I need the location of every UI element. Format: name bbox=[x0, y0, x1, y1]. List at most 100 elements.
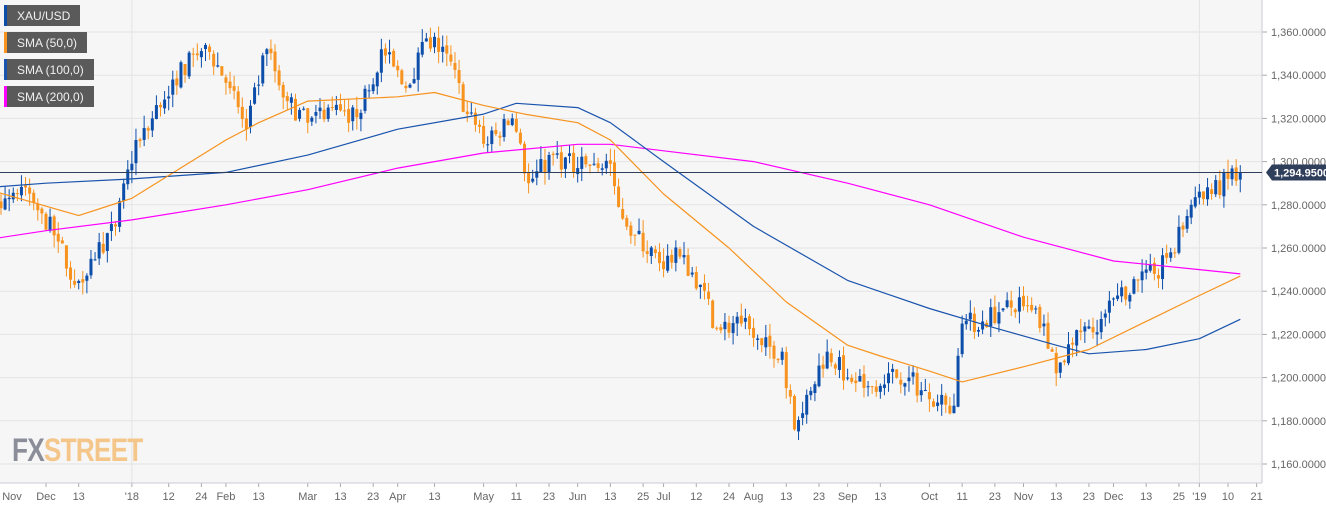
x-tick-label: Nov bbox=[2, 491, 22, 503]
candle-body bbox=[424, 38, 428, 42]
candle-body bbox=[28, 187, 32, 194]
candle-body bbox=[1222, 172, 1226, 197]
candle-body bbox=[764, 337, 768, 348]
candle-body bbox=[1181, 225, 1185, 230]
candle-body bbox=[592, 163, 596, 165]
candle-body bbox=[1050, 349, 1054, 352]
candle-body bbox=[1062, 360, 1066, 363]
candle-body bbox=[604, 160, 608, 169]
candle-body bbox=[829, 353, 833, 363]
candle-body bbox=[486, 144, 490, 146]
candle-body bbox=[899, 379, 903, 385]
candle-body bbox=[576, 168, 580, 175]
candle-body bbox=[1140, 271, 1144, 281]
candle-body bbox=[813, 384, 817, 394]
candle-body bbox=[625, 217, 629, 227]
candle-body bbox=[461, 84, 465, 112]
candle-body bbox=[882, 384, 886, 388]
x-tick-label: 21 bbox=[1250, 491, 1262, 503]
candle-body bbox=[1226, 171, 1230, 179]
candle-body bbox=[1005, 300, 1009, 307]
candle-body bbox=[911, 372, 915, 377]
y-tick-label: 1,260.0000 bbox=[1271, 243, 1326, 255]
candle-body bbox=[216, 65, 220, 67]
candle-body bbox=[1091, 327, 1095, 333]
candle-body bbox=[1107, 300, 1111, 313]
candle-body bbox=[433, 36, 437, 48]
candle-body bbox=[24, 185, 28, 188]
x-tick-label: 13 bbox=[428, 491, 440, 503]
x-tick-label: 13 bbox=[253, 491, 265, 503]
candle-body bbox=[862, 374, 866, 388]
candle-body bbox=[437, 37, 441, 52]
candle-body bbox=[1185, 216, 1189, 229]
candle-body bbox=[747, 316, 751, 330]
candle-body bbox=[408, 84, 412, 88]
candle-body bbox=[977, 329, 980, 332]
candle-body bbox=[768, 335, 772, 347]
candle-body bbox=[1189, 204, 1193, 218]
candle-body bbox=[32, 192, 36, 203]
candles bbox=[0, 26, 1242, 441]
legend-sma100[interactable]: SMA (100,0) bbox=[4, 59, 94, 80]
x-tick-label: 13 bbox=[334, 491, 346, 503]
legend-sma50[interactable]: SMA (50,0) bbox=[4, 32, 88, 53]
x-tick-label: 12 bbox=[690, 491, 702, 503]
candle-body bbox=[776, 359, 780, 361]
candle-body bbox=[878, 385, 882, 392]
candle-body bbox=[298, 109, 302, 119]
candle-body bbox=[220, 66, 224, 76]
candle-body bbox=[0, 201, 3, 209]
last-price-label: 1,294.95000 bbox=[1274, 168, 1326, 180]
x-tick-label: 13 bbox=[874, 491, 886, 503]
candle-body bbox=[809, 390, 813, 396]
legend-swatch bbox=[4, 86, 7, 107]
x-tick-label: 23 bbox=[543, 491, 555, 503]
candle-body bbox=[657, 251, 661, 264]
candle-body bbox=[126, 169, 130, 185]
candle-body bbox=[19, 186, 23, 196]
candle-body bbox=[396, 65, 400, 71]
candle-body bbox=[195, 53, 199, 56]
legend-xauusd[interactable]: XAU/USD bbox=[4, 5, 81, 26]
candle-body bbox=[1230, 168, 1234, 180]
candle-body bbox=[228, 81, 232, 89]
candle-body bbox=[686, 255, 690, 276]
candle-body bbox=[175, 78, 179, 86]
candle-body bbox=[923, 389, 927, 391]
candle-body bbox=[56, 233, 60, 242]
candle-body bbox=[383, 48, 387, 56]
candle-body bbox=[735, 316, 739, 324]
y-tick-label: 1,280.0000 bbox=[1271, 200, 1326, 212]
candle-body bbox=[919, 390, 923, 396]
candle-body bbox=[833, 364, 837, 369]
candle-body bbox=[441, 46, 445, 52]
candle-body bbox=[11, 192, 15, 200]
legend-sma200[interactable]: SMA (200,0) bbox=[4, 86, 94, 107]
candle-body bbox=[870, 386, 874, 388]
candle-body bbox=[1124, 286, 1128, 300]
candle-body bbox=[887, 373, 891, 384]
candle-body bbox=[1238, 172, 1242, 180]
candle-body bbox=[707, 291, 711, 299]
x-tick-label: May bbox=[473, 491, 494, 503]
candle-body bbox=[563, 157, 567, 169]
candle-body bbox=[1206, 187, 1210, 200]
candle-body bbox=[907, 377, 911, 382]
candle-body bbox=[772, 345, 776, 359]
candle-body bbox=[1034, 308, 1038, 310]
candle-body bbox=[453, 63, 457, 70]
candle-body bbox=[743, 317, 747, 322]
candle-body bbox=[114, 224, 118, 227]
candle-body bbox=[588, 164, 592, 166]
candle-body bbox=[109, 223, 113, 232]
y-tick-label: 1,220.0000 bbox=[1271, 329, 1326, 341]
legend: XAU/USD SMA (50,0) SMA (100,0) SMA (200,… bbox=[4, 5, 94, 113]
candle-body bbox=[473, 112, 477, 125]
candle-body bbox=[784, 352, 788, 389]
candle-body bbox=[1128, 295, 1132, 302]
candle-body bbox=[756, 338, 760, 340]
candle-body bbox=[371, 84, 375, 92]
sma50-line bbox=[0, 91, 1241, 383]
x-tick-label: 12 bbox=[163, 491, 175, 503]
